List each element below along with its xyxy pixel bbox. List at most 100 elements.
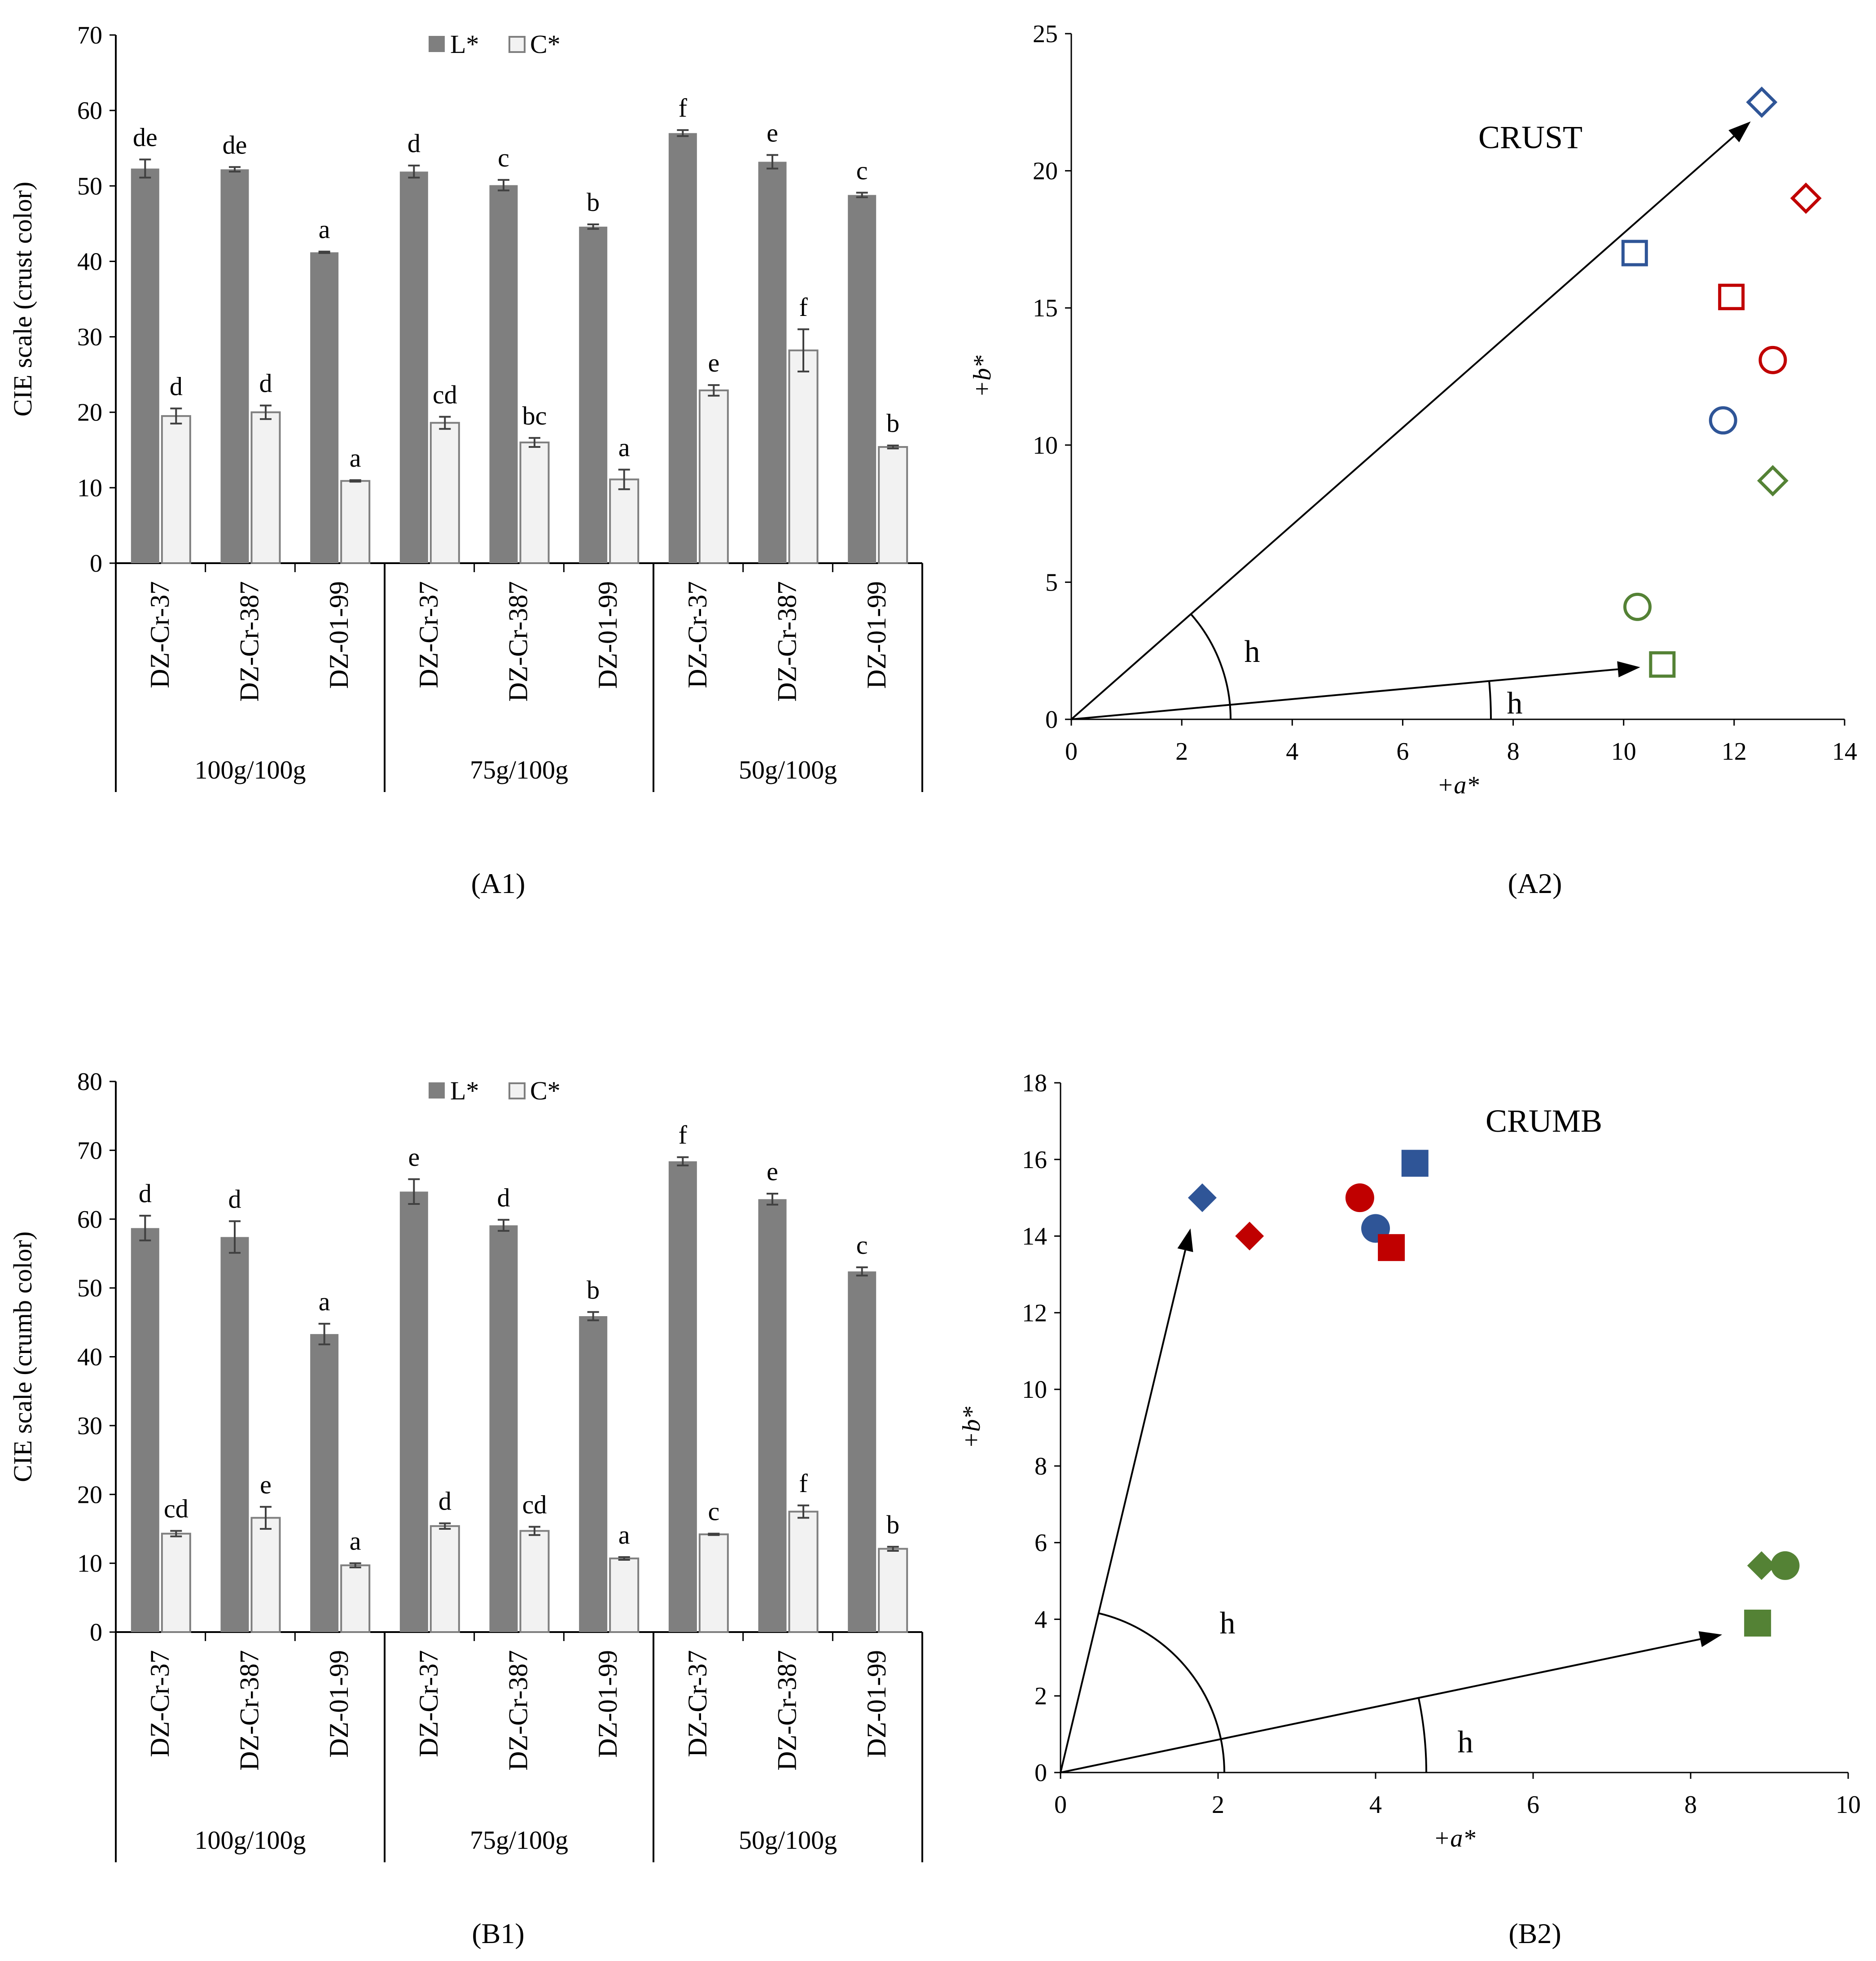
bar-c-star [609,478,640,565]
significance-letter: b [886,409,899,438]
y-tick-label: 50 [77,1274,102,1302]
significance-letter: e [708,348,719,377]
x-tick-label: 10 [1836,1791,1861,1819]
significance-letter: c [498,143,509,172]
hue-angle-label: h [1245,635,1260,669]
bar-c-star [340,480,371,564]
data-point-diamond [1790,182,1822,214]
bar-c-star [250,1517,281,1633]
crumb-bar-chart: 0 10 20 30 40 50 60 70 80 CIE scale (crumb color)… [8,1068,923,1862]
data-point-square [1621,240,1648,267]
category-label: DZ-Cr-387 [772,1650,802,1771]
x-tick-label: 4 [1286,738,1298,766]
category-label: DZ-Cr-387 [504,1650,533,1771]
category-label: DZ-Cr-37 [414,1650,443,1757]
category-label: DZ-01-99 [324,581,354,689]
group-label: 75g/100g [470,1825,568,1855]
bar-c-star [878,1548,908,1633]
y-tick-label: 2 [1034,1682,1047,1710]
data-point-square [1378,1234,1405,1261]
significance-letter: a [319,1287,330,1316]
significance-letter: a [618,433,630,462]
category-label: DZ-Cr-37 [145,581,175,688]
bar-c-star [161,415,191,564]
significance-letter: d [259,369,272,398]
hue-vector [1060,1250,1186,1773]
bar-l-star [310,252,339,563]
y-tick-label: 8 [1034,1453,1047,1480]
significance-letter: d [228,1184,241,1213]
significance-letter: b [886,1510,899,1539]
bar-c-star [430,1525,460,1633]
x-tick-label: 8 [1507,738,1520,766]
significance-letter: e [260,1470,272,1499]
y-tick-label: 20 [77,1481,102,1509]
y-tick-label: 25 [1033,20,1058,48]
bar-c-star [430,422,460,564]
y-tick-label: 40 [77,248,102,276]
hue-angle-label: h [1220,1606,1236,1641]
bar-c-star [250,411,281,564]
significance-letter: d [170,372,183,401]
significance-letter: d [139,1179,152,1208]
y-tick-label: 14 [1022,1223,1047,1251]
significance-letter: f [679,1121,688,1150]
hue-angle-arc [1417,1698,1427,1773]
y-tick-label: 16 [1022,1146,1047,1174]
significance-letter: c [856,1230,868,1260]
significance-letter: d [438,1487,451,1516]
y-tick-label: 5 [1045,569,1058,596]
bar-l-star [489,1225,518,1632]
data-point-circle [1623,592,1652,621]
bar-l-star [758,162,787,564]
significance-letter: b [587,1275,600,1304]
hue-vector [1071,668,1618,720]
legend-swatch-l-star [429,36,445,52]
y-tick-label: 0 [1045,706,1058,734]
hue-vector [1070,136,1735,720]
x-tick-label: 2 [1212,1791,1224,1819]
legend-swatch-c-star [508,1082,526,1099]
bar-l-star [579,227,608,563]
significance-letter: a [618,1520,630,1550]
hue-angle-arc [1190,613,1232,720]
data-point-circle [1345,1183,1374,1212]
category-label: DZ-Cr-387 [504,581,533,702]
y-tick-label: 0 [90,1619,102,1646]
y-axis-label: CIE scale (crust color) [8,182,37,416]
legend-swatch-l-star [429,1082,445,1099]
x-tick-label: 14 [1832,738,1857,766]
bar-c-star [340,1564,371,1633]
y-tick-label: 10 [1033,432,1058,460]
hue-angle-label: h [1458,1725,1473,1760]
significance-letter: d [497,1183,510,1212]
data-point-square [1718,284,1745,311]
bar-c-star [161,1532,191,1633]
y-tick-label: 20 [77,399,102,427]
hue-vector [1060,1638,1701,1773]
data-point-circle [1758,346,1787,374]
arrow-head [1728,121,1751,143]
legend-label: C* [530,30,561,59]
significance-letter: cd [433,380,457,409]
y-tick-label: 40 [77,1344,102,1371]
significance-letter: bc [522,401,547,430]
group-label: 50g/100g [739,1825,837,1855]
y-tick-label: 80 [77,1068,102,1096]
category-label: DZ-01-99 [593,581,622,689]
data-point-diamond [1188,1183,1217,1212]
significance-letter: a [319,215,330,244]
legend-label: C* [530,1076,561,1105]
data-point-diamond [1235,1221,1264,1251]
significance-letter: e [767,118,778,147]
y-tick-label: 10 [77,1550,102,1578]
bar-l-star [131,1228,159,1632]
x-tick-label: 0 [1054,1791,1067,1819]
category-label: DZ-01-99 [862,581,891,689]
panel-label-a1: (A1) [471,867,526,899]
significance-letter: c [856,156,868,185]
significance-letter: f [679,93,688,123]
bar-c-star [519,441,550,564]
significance-letter: de [133,123,158,152]
